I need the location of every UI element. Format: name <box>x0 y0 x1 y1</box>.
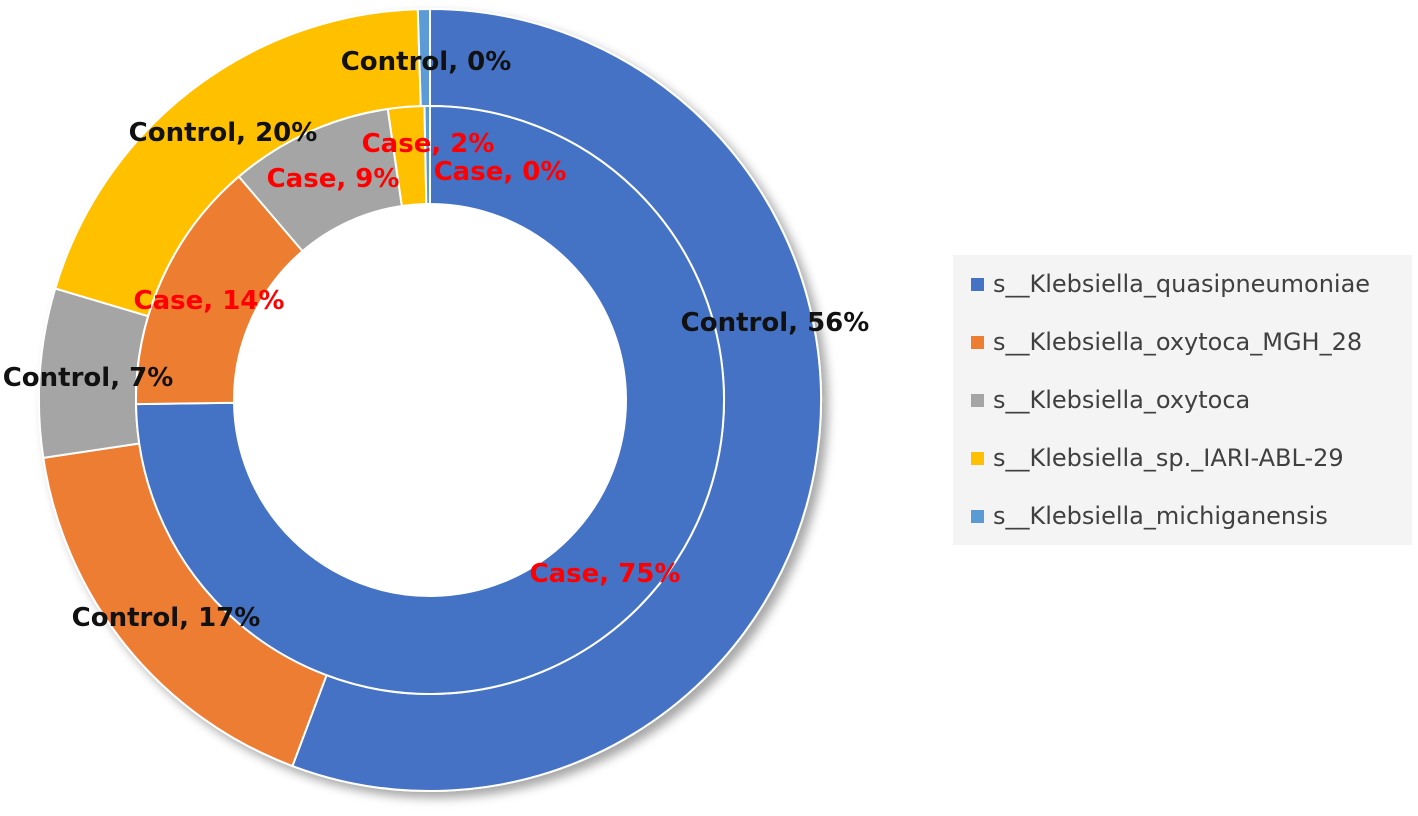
inner-data-label: Case, 14% <box>134 286 285 316</box>
legend-label: s__Klebsiella_quasipneumoniae <box>993 270 1371 298</box>
inner-data-label: Case, 0% <box>434 157 567 187</box>
inner-data-label: Case, 75% <box>530 559 681 589</box>
inner-data-label: Case, 2% <box>362 129 495 159</box>
inner-slice <box>135 104 725 695</box>
legend-swatch <box>971 335 984 349</box>
inner-data-label: Case, 9% <box>267 164 400 194</box>
legend-item: s__Klebsiella_michiganensis <box>971 499 1328 533</box>
legend-swatch <box>971 277 984 291</box>
outer-data-label: Control, 7% <box>3 363 174 393</box>
legend-item: s__Klebsiella_sp._IARI-ABL-29 <box>971 441 1344 475</box>
outer-data-label: Control, 0% <box>341 47 512 77</box>
legend-item: s__Klebsiella_oxytoca <box>971 383 1250 417</box>
legend-label: s__Klebsiella_sp._IARI-ABL-29 <box>993 444 1344 472</box>
legend-label: s__Klebsiella_oxytoca <box>993 386 1251 414</box>
legend-swatch <box>971 451 984 465</box>
legend-swatch <box>971 393 984 407</box>
data-labels: Control, 56% Control, 17% Control, 7% Contr… <box>3 47 870 633</box>
outer-data-label: Control, 56% <box>681 308 870 338</box>
legend-item: s__Klebsiella_oxytoca_MGH_28 <box>971 325 1362 359</box>
legend: s__Klebsiella_quasipneumoniae s__Klebsie… <box>953 255 1412 545</box>
legend-label: s__Klebsiella_oxytoca_MGH_28 <box>993 328 1363 356</box>
doughnut-chart: Control, 56% Control, 17% Control, 7% Contr… <box>3 7 870 792</box>
legend-label: s__Klebsiella_michiganensis <box>993 502 1328 530</box>
outer-ring-control <box>38 7 822 792</box>
legend-item: s__Klebsiella_quasipneumoniae <box>971 267 1370 301</box>
outer-data-label: Control, 20% <box>129 118 318 148</box>
inner-ring-case <box>135 104 725 695</box>
legend-swatch <box>971 509 984 523</box>
outer-data-label: Control, 17% <box>72 603 261 633</box>
inner-slice <box>423 104 431 206</box>
